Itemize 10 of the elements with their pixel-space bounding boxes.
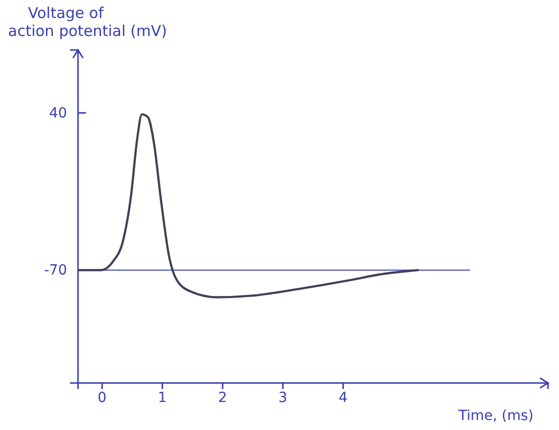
y-axis-title: Voltage of action potential (mV)	[8, 4, 168, 40]
x-tick-label: 4	[338, 390, 348, 406]
x-tick-label: 0	[98, 390, 107, 406]
x-tick-label: 1	[158, 390, 167, 406]
y-tick-label: -70	[44, 262, 67, 279]
y-tick-label: 40	[49, 105, 67, 122]
x-axis-title: Time, (ms)	[457, 408, 534, 424]
line-series	[78, 113, 419, 298]
x-tick-label: 3	[278, 390, 288, 406]
x-tick-label: 2	[218, 390, 228, 406]
